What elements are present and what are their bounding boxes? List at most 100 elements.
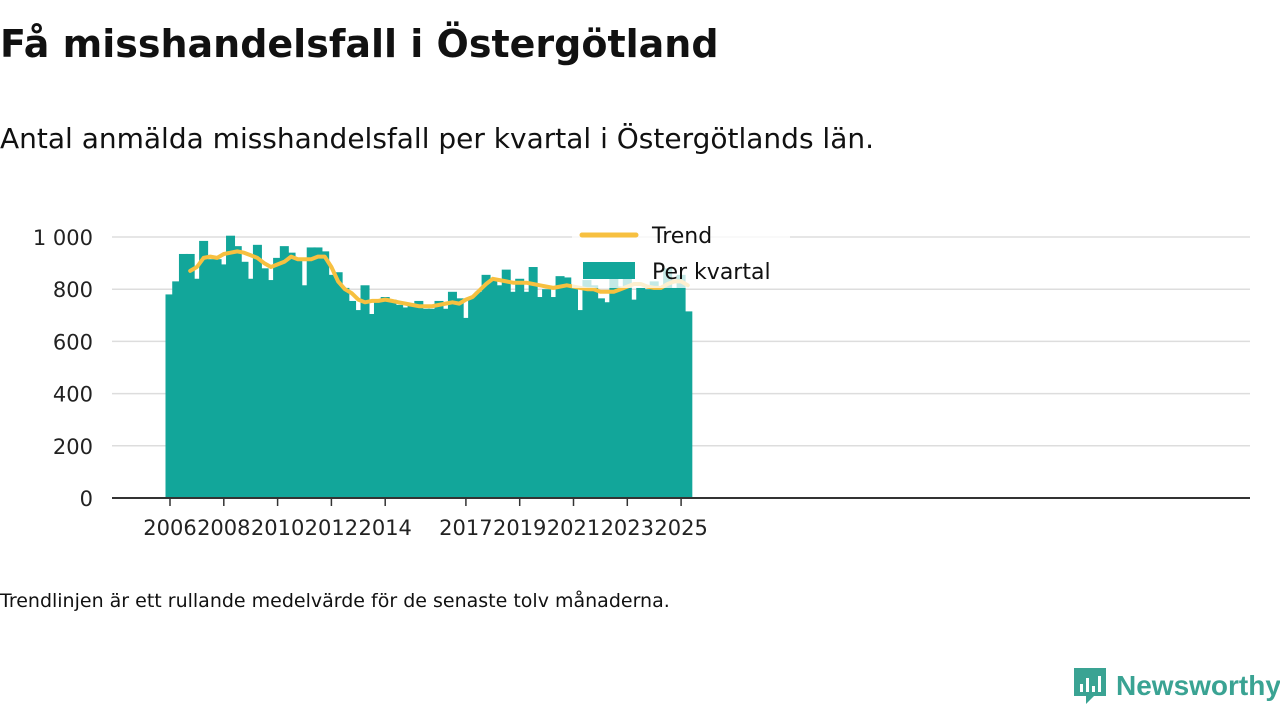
bar [622,276,632,498]
bar [320,251,330,498]
bar [347,300,357,498]
bar [481,274,491,498]
legend-bars-swatch [583,262,635,279]
bar [434,300,444,498]
bar [656,286,666,498]
bar [542,289,552,498]
bar [286,252,296,498]
trend-line [188,249,690,309]
bar [562,277,572,498]
bar [629,299,639,498]
bar [407,304,417,498]
bar [313,247,323,498]
bar [394,304,404,498]
bar [353,310,363,498]
bar [326,274,336,498]
bar [642,289,652,498]
bar [474,291,484,498]
y-tick-label: 1 000 [33,226,93,250]
bar [555,276,565,498]
bar [669,287,679,498]
y-tick-label: 600 [53,330,93,354]
y-tick-label: 200 [53,435,93,459]
bars [165,235,693,499]
chart-subtitle: Antal anmälda misshandelsfall per kvarta… [0,122,875,155]
bar [273,257,283,498]
bar [246,278,256,498]
bar [535,297,545,498]
bar [306,247,316,498]
bar [360,285,370,498]
bar [488,278,498,498]
bar [616,286,626,498]
bar [300,285,309,498]
bar [602,302,612,498]
bar [676,274,686,498]
x-tick-label: 2012 [305,516,358,540]
bar [199,240,209,499]
bar [441,308,451,498]
bar [293,257,303,498]
bar [226,235,236,498]
bar [501,269,511,498]
y-tick-label: 0 [80,487,93,511]
bar [521,291,531,498]
bar [380,297,390,498]
x-tick-label: 2010 [251,516,304,540]
bar [636,287,646,498]
bar [232,246,242,498]
bar [649,281,659,498]
bar [609,269,619,498]
newsworthy-logo-text: Newsworthy [1116,670,1280,701]
x-tick-label: 2017 [439,516,492,540]
bar [461,317,471,498]
bar [252,244,262,498]
bar [400,307,410,498]
bar [569,286,578,498]
bar [192,278,202,498]
newsworthy-logo[interactable]: Newsworthy [1072,666,1280,706]
chart-title: Få misshandelsfall i Östergötland [0,22,719,66]
bar [259,268,269,498]
x-tick-label: 2014 [358,516,411,540]
newsworthy-logo-icon [1074,668,1106,704]
bar [165,294,175,498]
bar [212,259,222,498]
x-tick-label: 2025 [654,516,707,540]
bar [279,246,289,498]
bar [387,299,397,498]
bar [468,297,478,498]
bar [683,311,693,498]
bar [663,268,673,498]
legend: Trend Per kvartal [572,222,790,288]
bar [266,280,276,498]
bar [172,281,182,498]
bar [178,253,188,498]
bar-chart: 0 200 400 600 800 1 000 2006 2008 2010 2012 2014 20… [33,222,1250,540]
x-tick-label: 2021 [547,516,600,540]
x-tick-label: 2008 [197,516,250,540]
bar [414,300,424,498]
bar [427,308,437,498]
bar [333,272,343,498]
bar [528,267,538,498]
bar [373,299,383,498]
bar [589,285,599,498]
bar [575,310,585,498]
y-tick-label: 800 [53,278,93,302]
y-tick-label: 400 [53,383,93,407]
bar [185,253,195,498]
bar [421,308,431,498]
bar [515,278,525,498]
bar [239,261,249,498]
x-tick-label: 2019 [493,516,546,540]
bar [595,298,605,498]
bar [582,280,592,498]
bar [495,285,505,498]
bar [508,291,518,498]
legend-trend-label: Trend [651,224,712,249]
trend-series-line [188,249,690,309]
bar [447,291,457,498]
bar [367,313,377,498]
bar [219,264,229,498]
